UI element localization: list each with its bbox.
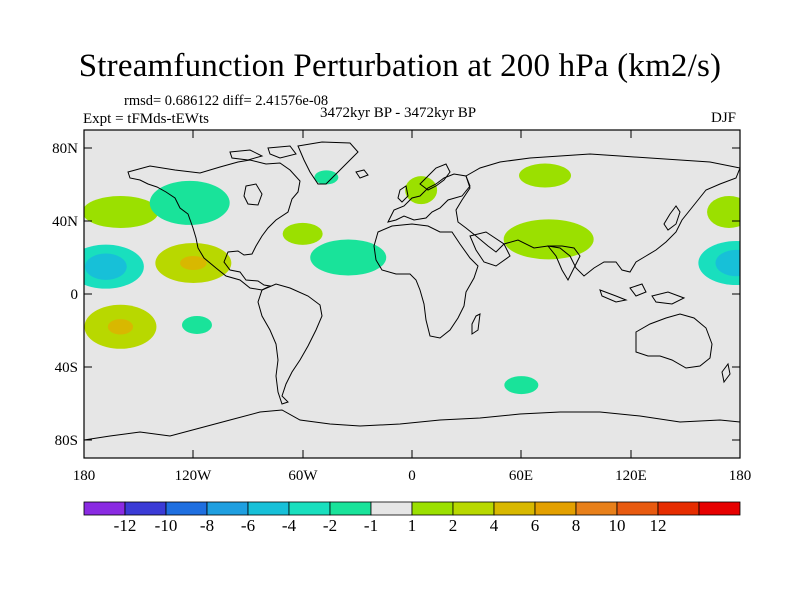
- y-tick-80n: 80N: [52, 141, 78, 157]
- coastlines: [84, 141, 740, 441]
- y-tick-80s: 80S: [55, 433, 78, 449]
- y-tick-40s: 40S: [55, 360, 78, 376]
- anomaly-patch-atlantic-30n: [282, 222, 323, 245]
- colorbar-swatch-15: [698, 501, 741, 516]
- experiment-label: Expt = tFMds-tEWts: [83, 111, 209, 127]
- colorbar-swatch-5: [288, 501, 331, 516]
- anomaly-patch-scandinavia: [405, 176, 438, 205]
- colorbar-swatch-2: [165, 501, 208, 516]
- y-axis: [84, 147, 740, 441]
- x-tick-120e: 120E: [615, 468, 647, 484]
- colorbar-label-11: 8: [571, 516, 581, 535]
- colorbar-swatch-4: [247, 501, 290, 516]
- y-tick-labels: 80N 40N 0 40S 80S: [52, 141, 78, 449]
- colorbar-swatch-13: [616, 501, 659, 516]
- anomaly-patch-north-pacific-canada: [149, 180, 230, 225]
- colorbar: [83, 501, 741, 516]
- colorbar-label-7: 1: [407, 516, 417, 535]
- x-tick-180e: 180: [729, 468, 752, 484]
- anomaly-core-eastern-pacific-north: [180, 256, 207, 271]
- colorbar-label-0: -12: [113, 516, 137, 535]
- anomaly-patch-atlantic-subtropical: [310, 239, 387, 276]
- stats-label: rmsd= 0.686122 diff= 2.41576e-08: [124, 93, 329, 109]
- anomaly-patch-south-asia: [503, 219, 594, 260]
- colorbar-label-6: -1: [363, 516, 379, 535]
- y-tick-0: 0: [71, 287, 79, 303]
- x-tick-0: 0: [408, 468, 416, 484]
- x-tick-labels: 180 120W 60W 0 60E 120E 180: [73, 468, 752, 484]
- anomaly-patch-siberia: [519, 163, 572, 188]
- x-tick-180w: 180: [73, 468, 96, 484]
- colorbar-swatch-9: [452, 501, 495, 516]
- anomaly-core-west-pacific-subtropics: [715, 249, 740, 277]
- colorbar-swatch-11: [534, 501, 577, 516]
- colorbar-label-5: -2: [322, 516, 338, 535]
- page-title: Streamfunction Perturbation at 200 hPa (…: [78, 48, 722, 84]
- anomaly-patches: [84, 163, 740, 395]
- x-axis: [83, 130, 741, 458]
- colorbar-label-12: 10: [608, 516, 626, 535]
- colorbar-label-3: -6: [240, 516, 256, 535]
- colorbar-swatch-0: [83, 501, 126, 516]
- colorbar-swatch-7: [370, 501, 413, 516]
- anomaly-patch-west-pacific-north: [707, 196, 740, 228]
- colorbar-swatch-6: [329, 501, 372, 516]
- x-tick-120w: 120W: [175, 468, 213, 484]
- colorbar-label-2: -8: [199, 516, 215, 535]
- anomaly-patch-southern-ocean-indian: [504, 376, 539, 395]
- colorbar-label-10: 6: [530, 516, 540, 535]
- season-label: DJF: [711, 110, 737, 126]
- y-tick-40n: 40N: [52, 214, 78, 230]
- anomaly-patch-north-pacific-east: [84, 196, 159, 228]
- colorbar-label-8: 2: [448, 516, 458, 535]
- colorbar-swatch-8: [411, 501, 454, 516]
- anomaly-core-subtropical-central-pacific: [84, 253, 127, 280]
- colorbar-swatch-1: [124, 501, 167, 516]
- colorbar-swatch-10: [493, 501, 536, 516]
- colorbar-swatch-14: [657, 501, 700, 516]
- colorbar-label-13: 12: [649, 516, 667, 535]
- colorbar-label-9: 4: [489, 516, 499, 535]
- period-label: 3472kyr BP - 3472kyr BP: [320, 105, 477, 121]
- x-tick-60e: 60E: [509, 468, 533, 484]
- anomaly-patch-greenland-east: [314, 170, 339, 185]
- anomaly-core-south-pacific: [107, 319, 134, 335]
- colorbar-label-1: -10: [154, 516, 178, 535]
- colorbar-swatch-12: [575, 501, 618, 516]
- colorbar-swatch-3: [206, 501, 249, 516]
- colorbar-label-4: -4: [281, 516, 297, 535]
- anomaly-patch-south-pacific-east: [181, 315, 212, 334]
- x-tick-60w: 60W: [288, 468, 318, 484]
